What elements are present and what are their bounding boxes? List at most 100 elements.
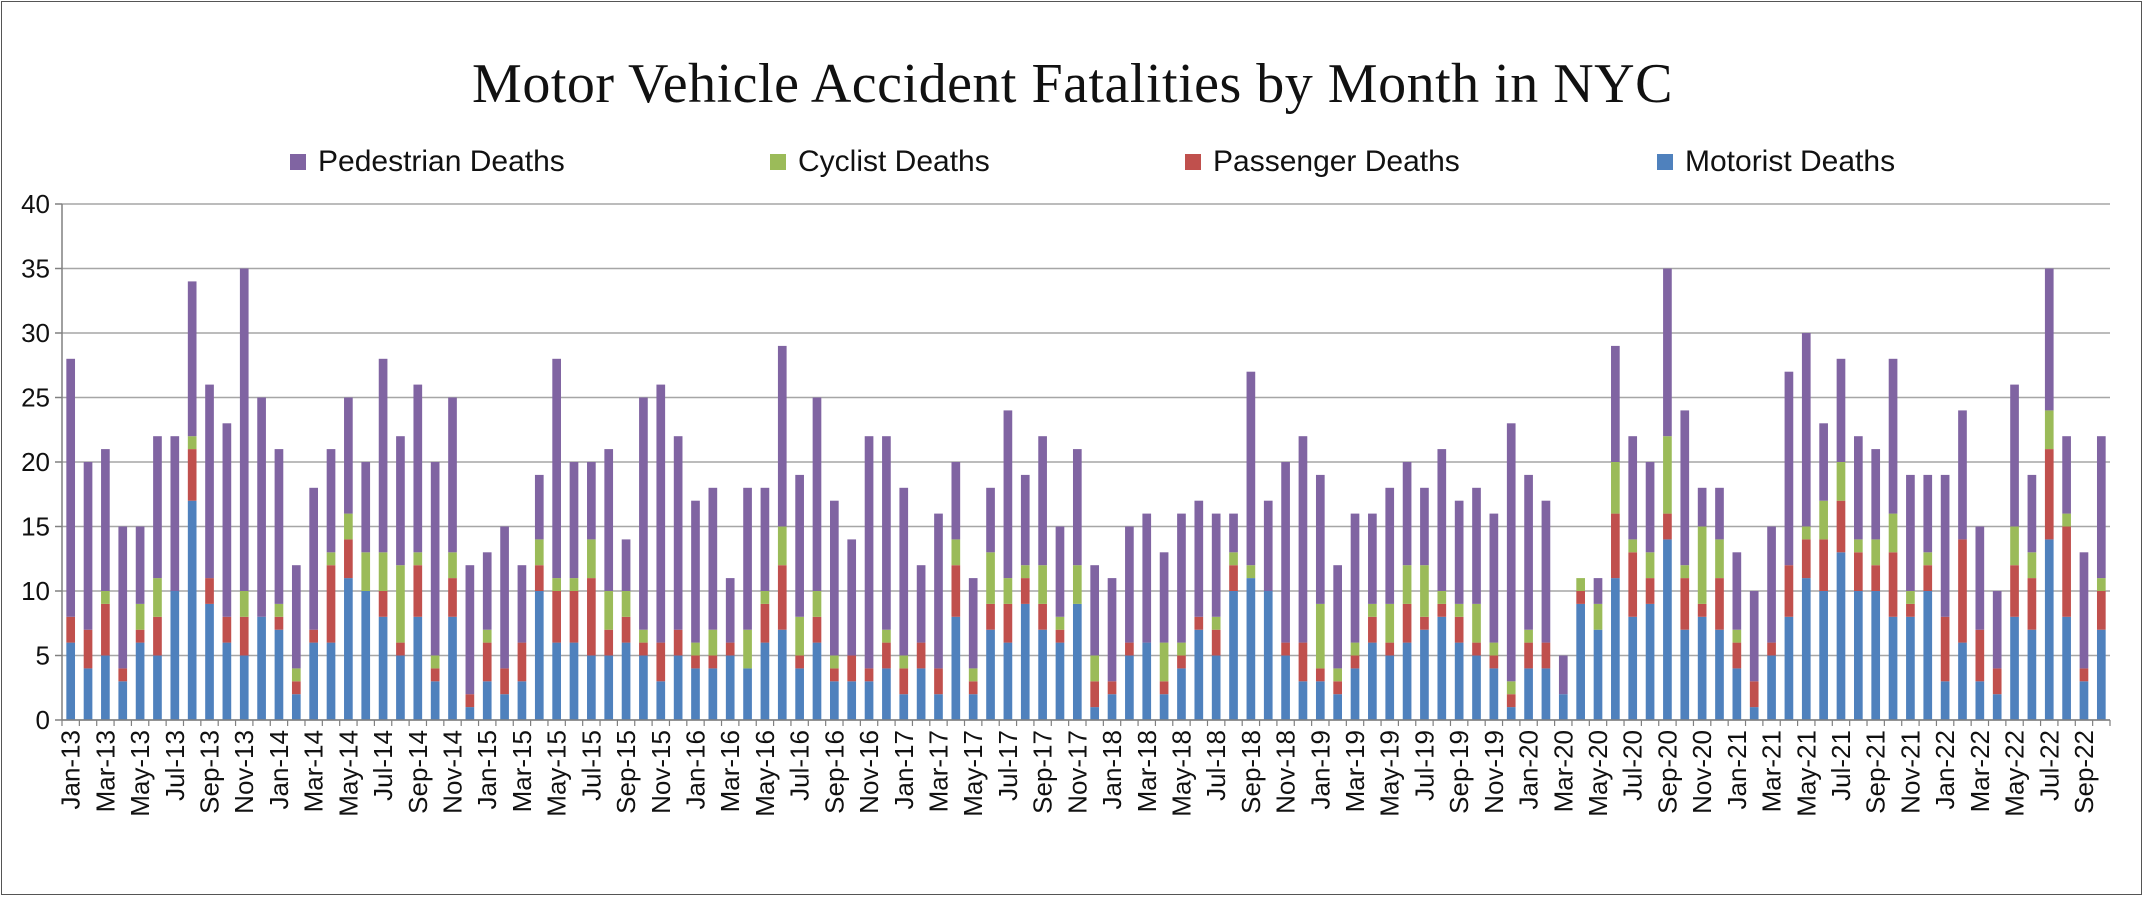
bar-motorist-deaths xyxy=(1055,642,1065,720)
bar-pedestrian-deaths xyxy=(1732,552,1742,630)
bar-motorist-deaths xyxy=(257,616,266,720)
bar-passenger-deaths xyxy=(2044,449,2054,540)
bar-passenger-deaths xyxy=(1871,565,1881,591)
bar-pedestrian-deaths xyxy=(760,487,770,591)
bar-cyclist-deaths xyxy=(326,552,336,566)
x-tick-label: Mar-16 xyxy=(715,730,745,812)
bar-cyclist-deaths xyxy=(1732,629,1742,643)
x-tick-label: Jan-20 xyxy=(1514,730,1544,810)
bar-passenger-deaths xyxy=(1767,642,1776,656)
bar-passenger-deaths xyxy=(1437,603,1447,617)
x-tick-label: Jan-18 xyxy=(1097,730,1127,810)
bar-cyclist-deaths xyxy=(1159,642,1169,682)
x-tick-label: Jul-22 xyxy=(2034,730,2064,801)
bar-motorist-deaths xyxy=(1888,616,1898,720)
bar-motorist-deaths xyxy=(1975,681,1985,720)
bar-pedestrian-deaths xyxy=(1749,591,1759,682)
bar-motorist-deaths xyxy=(118,681,128,720)
bar-passenger-deaths xyxy=(1315,668,1325,682)
bar-cyclist-deaths xyxy=(534,539,544,566)
bar-motorist-deaths xyxy=(760,642,770,720)
bar-pedestrian-deaths xyxy=(1437,449,1447,591)
bar-pedestrian-deaths xyxy=(916,565,926,643)
x-tick-label: Mar-15 xyxy=(507,730,537,812)
bar-cyclist-deaths xyxy=(1524,629,1533,643)
bar-pedestrian-deaths xyxy=(934,513,943,669)
bar-pedestrian-deaths xyxy=(1229,513,1238,553)
bar-motorist-deaths xyxy=(1558,694,1568,720)
bar-motorist-deaths xyxy=(1906,616,1915,720)
bar-pedestrian-deaths xyxy=(1142,513,1152,643)
bar-cyclist-deaths xyxy=(2027,552,2037,579)
bar-passenger-deaths xyxy=(413,565,423,617)
bar-pedestrian-deaths xyxy=(1558,655,1568,695)
bar-passenger-deaths xyxy=(2010,565,2019,617)
bar-passenger-deaths xyxy=(2062,526,2071,617)
bar-cyclist-deaths xyxy=(708,629,718,656)
bar-passenger-deaths xyxy=(448,578,457,617)
bar-pedestrian-deaths xyxy=(1177,513,1186,643)
bar-pedestrian-deaths xyxy=(673,436,683,630)
bar-motorist-deaths xyxy=(1784,616,1794,720)
bars-group xyxy=(66,268,2106,720)
bar-motorist-deaths xyxy=(1142,642,1152,720)
bar-pedestrian-deaths xyxy=(500,526,509,669)
bar-pedestrian-deaths xyxy=(1263,500,1273,591)
bar-pedestrian-deaths xyxy=(1333,565,1342,669)
y-tick-label: 0 xyxy=(36,705,50,735)
bar-pedestrian-deaths xyxy=(1697,487,1707,527)
bar-passenger-deaths xyxy=(222,616,232,643)
bar-motorist-deaths xyxy=(708,668,718,720)
bar-pedestrian-deaths xyxy=(1819,423,1828,501)
bar-motorist-deaths xyxy=(1038,629,1047,720)
x-tick-label: Jul-21 xyxy=(1826,730,1856,801)
legend-swatch-pedestrian xyxy=(290,154,306,170)
bar-cyclist-deaths xyxy=(1090,655,1100,682)
bar-motorist-deaths xyxy=(291,694,301,720)
bar-passenger-deaths xyxy=(66,616,76,643)
bar-pedestrian-deaths xyxy=(257,397,266,617)
bar-passenger-deaths xyxy=(135,629,145,643)
bar-motorist-deaths xyxy=(604,655,614,720)
bar-cyclist-deaths xyxy=(135,603,145,630)
bar-cyclist-deaths xyxy=(1229,552,1238,566)
x-tick-label: May-16 xyxy=(750,730,780,817)
bar-motorist-deaths xyxy=(1506,707,1516,720)
bar-motorist-deaths xyxy=(1593,629,1603,720)
x-tick-label: Nov-16 xyxy=(854,730,884,814)
bar-cyclist-deaths xyxy=(1489,642,1499,656)
bar-pedestrian-deaths xyxy=(1784,371,1794,566)
bar-cyclist-deaths xyxy=(1315,603,1325,669)
bar-passenger-deaths xyxy=(1888,552,1898,617)
bar-pedestrian-deaths xyxy=(1055,526,1065,617)
y-tick-label: 40 xyxy=(21,189,50,219)
bar-motorist-deaths xyxy=(1281,655,1290,720)
bar-cyclist-deaths xyxy=(1420,565,1429,617)
bar-motorist-deaths xyxy=(1749,707,1759,720)
bar-passenger-deaths xyxy=(1819,539,1828,591)
bar-passenger-deaths xyxy=(1211,629,1221,656)
bar-pedestrian-deaths xyxy=(882,436,891,630)
bar-cyclist-deaths xyxy=(239,591,249,617)
bar-motorist-deaths xyxy=(2027,629,2037,720)
bar-cyclist-deaths xyxy=(274,603,284,617)
bar-cyclist-deaths xyxy=(639,629,648,643)
bar-motorist-deaths xyxy=(777,629,787,720)
bar-motorist-deaths xyxy=(882,668,891,720)
bar-pedestrian-deaths xyxy=(187,281,197,437)
bar-motorist-deaths xyxy=(448,616,457,720)
bar-pedestrian-deaths xyxy=(1871,449,1881,540)
bar-pedestrian-deaths xyxy=(2027,474,2037,553)
bar-cyclist-deaths xyxy=(448,552,457,579)
bar-passenger-deaths xyxy=(1732,642,1742,669)
legend-label-passenger: Passenger Deaths xyxy=(1213,145,1460,178)
bar-pedestrian-deaths xyxy=(1836,358,1846,462)
x-tick-label: May-20 xyxy=(1583,730,1613,817)
bar-motorist-deaths xyxy=(482,681,492,720)
bar-passenger-deaths xyxy=(1038,603,1047,630)
bar-motorist-deaths xyxy=(847,681,857,720)
bar-motorist-deaths xyxy=(1697,616,1707,720)
bar-cyclist-deaths xyxy=(951,539,961,566)
y-tick-label: 25 xyxy=(21,383,50,413)
bar-motorist-deaths xyxy=(1663,539,1672,720)
